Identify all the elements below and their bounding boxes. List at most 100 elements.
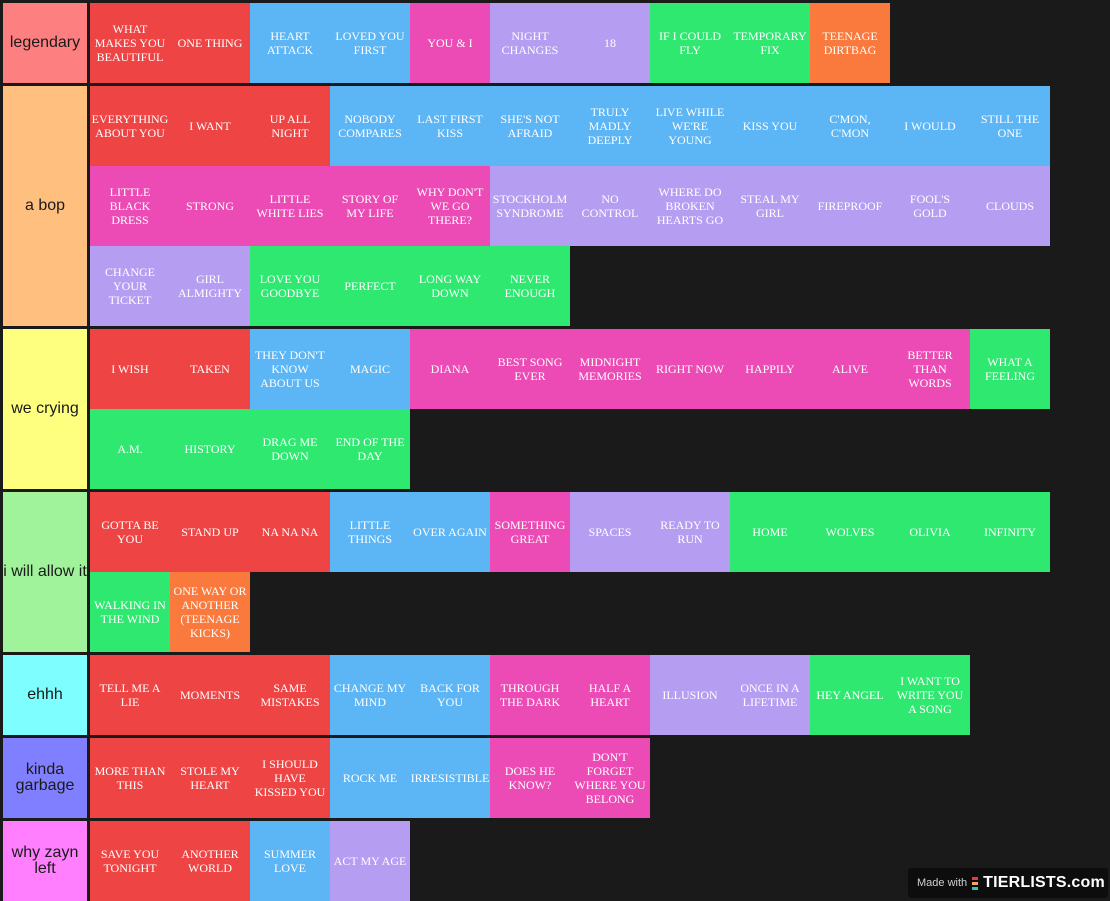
tier-items[interactable]: What Makes You Beautiful One Thing Heart A… xyxy=(90,3,1050,83)
song-tile[interactable]: Teenage Dirtbag xyxy=(810,3,890,83)
song-tile[interactable]: A.M. xyxy=(90,409,170,489)
song-tile[interactable]: No Control xyxy=(570,166,650,246)
song-tile[interactable]: End Of The Day xyxy=(330,409,410,489)
song-tile[interactable]: Tell Me A Lie xyxy=(90,655,170,735)
song-tile[interactable]: You & I xyxy=(410,3,490,83)
song-tile[interactable]: Change Your Ticket xyxy=(90,246,170,326)
song-tile[interactable]: Steal My Girl xyxy=(730,166,810,246)
song-tile[interactable]: Spaces xyxy=(570,492,650,572)
song-tile[interactable]: Up All Night xyxy=(250,86,330,166)
tier-label[interactable]: i will allow it xyxy=(3,492,87,652)
song-tile[interactable]: Heart Attack xyxy=(250,3,330,83)
song-tile[interactable]: Does He Know? xyxy=(490,738,570,818)
song-tile[interactable]: Infinity xyxy=(970,492,1050,572)
song-tile[interactable]: What Makes You Beautiful xyxy=(90,3,170,83)
song-tile[interactable]: Little White Lies xyxy=(250,166,330,246)
song-tile[interactable]: C'mon, C'mon xyxy=(810,86,890,166)
song-tile[interactable]: One Thing xyxy=(170,3,250,83)
song-tile[interactable]: More Than This xyxy=(90,738,170,818)
song-tile[interactable]: Irresistible xyxy=(410,738,490,818)
song-tile[interactable]: Strong xyxy=(170,166,250,246)
tier-items[interactable]: Everything About You I Want Up All Night No… xyxy=(90,86,1050,326)
song-tile[interactable]: Fireproof xyxy=(810,166,890,246)
song-tile[interactable]: Midnight Memories xyxy=(570,329,650,409)
song-tile[interactable]: Perfect xyxy=(330,246,410,326)
song-tile[interactable]: Illusion xyxy=(650,655,730,735)
song-tile[interactable]: She's Not Afraid xyxy=(490,86,570,166)
song-tile[interactable]: What A Feeling xyxy=(970,329,1050,409)
song-tile[interactable]: Moments xyxy=(170,655,250,735)
song-tile[interactable]: I Should Have Kissed You xyxy=(250,738,330,818)
song-tile[interactable]: I Wish xyxy=(90,329,170,409)
song-tile[interactable]: Home xyxy=(730,492,810,572)
tier-items[interactable]: Save You Tonight Another World Summer Love… xyxy=(90,821,1050,901)
tier-items[interactable]: Tell Me A Lie Moments Same Mistakes Change … xyxy=(90,655,1050,735)
song-tile[interactable]: Half A Heart xyxy=(570,655,650,735)
song-tile[interactable]: Clouds xyxy=(970,166,1050,246)
song-tile[interactable]: Kiss You xyxy=(730,86,810,166)
song-tile[interactable]: Where Do Broken Hearts Go xyxy=(650,166,730,246)
song-tile[interactable]: If I Could Fly xyxy=(650,3,730,83)
song-tile[interactable]: Never Enough xyxy=(490,246,570,326)
tier-label[interactable]: legendary xyxy=(3,3,87,83)
song-tile[interactable]: They Don't Know About Us xyxy=(250,329,330,409)
song-tile[interactable]: Temporary Fix xyxy=(730,3,810,83)
song-tile[interactable]: History xyxy=(170,409,250,489)
song-tile[interactable]: Na Na Na xyxy=(250,492,330,572)
song-tile[interactable]: Alive xyxy=(810,329,890,409)
song-tile[interactable]: Act My Age xyxy=(330,821,410,901)
tier-label[interactable]: a bop xyxy=(3,86,87,326)
song-tile[interactable]: Still The One xyxy=(970,86,1050,166)
song-tile[interactable]: Fool's Gold xyxy=(890,166,970,246)
song-tile[interactable]: Right Now xyxy=(650,329,730,409)
song-tile[interactable]: Another World xyxy=(170,821,250,901)
song-tile[interactable]: Nobody Compares xyxy=(330,86,410,166)
song-tile[interactable]: Truly Madly Deeply xyxy=(570,86,650,166)
song-tile[interactable]: Little Black Dress xyxy=(90,166,170,246)
song-tile[interactable]: Drag Me Down xyxy=(250,409,330,489)
song-tile[interactable]: Rock Me xyxy=(330,738,410,818)
song-tile[interactable]: Story Of My Life xyxy=(330,166,410,246)
song-tile[interactable]: One Way Or Another (Teenage Kicks) xyxy=(170,572,250,652)
tier-label[interactable]: why zayn left xyxy=(3,821,87,901)
song-tile[interactable]: Little Things xyxy=(330,492,410,572)
song-tile[interactable]: Long Way Down xyxy=(410,246,490,326)
song-tile[interactable]: Walking In The Wind xyxy=(90,572,170,652)
song-tile[interactable]: Hey Angel xyxy=(810,655,890,735)
song-tile[interactable]: Stand Up xyxy=(170,492,250,572)
song-tile[interactable]: Gotta Be You xyxy=(90,492,170,572)
tier-items[interactable]: I Wish Taken They Don't Know About Us Magic… xyxy=(90,329,1050,489)
made-with-tierlists-badge[interactable]: Made with TIERLISTS.com xyxy=(908,868,1108,898)
song-tile[interactable]: Last First Kiss xyxy=(410,86,490,166)
song-tile[interactable]: Girl Almighty xyxy=(170,246,250,326)
song-tile[interactable]: Loved You First xyxy=(330,3,410,83)
tier-label[interactable]: kinda garbage xyxy=(3,738,87,818)
song-tile[interactable]: Everything About You xyxy=(90,86,170,166)
song-tile[interactable]: Something Great xyxy=(490,492,570,572)
song-tile[interactable]: Better Than Words xyxy=(890,329,970,409)
tier-label[interactable]: we crying xyxy=(3,329,87,489)
song-tile[interactable]: Same Mistakes xyxy=(250,655,330,735)
song-tile[interactable]: Happily xyxy=(730,329,810,409)
song-tile[interactable]: I Want To Write You A Song xyxy=(890,655,970,735)
song-tile[interactable]: Don't Forget Where You Belong xyxy=(570,738,650,818)
song-tile[interactable]: Love You Goodbye xyxy=(250,246,330,326)
song-tile[interactable]: I Want xyxy=(170,86,250,166)
song-tile[interactable]: 18 xyxy=(570,3,650,83)
song-tile[interactable]: Why Don't We Go There? xyxy=(410,166,490,246)
song-tile[interactable]: Taken xyxy=(170,329,250,409)
song-tile[interactable]: Best Song Ever xyxy=(490,329,570,409)
song-tile[interactable]: Over Again xyxy=(410,492,490,572)
song-tile[interactable]: Diana xyxy=(410,329,490,409)
song-tile[interactable]: I Would xyxy=(890,86,970,166)
tier-items[interactable]: Gotta Be You Stand Up Na Na Na Little Thing… xyxy=(90,492,1050,652)
song-tile[interactable]: Through The Dark xyxy=(490,655,570,735)
song-tile[interactable]: Wolves xyxy=(810,492,890,572)
song-tile[interactable]: Live While We're Young xyxy=(650,86,730,166)
song-tile[interactable]: Back For You xyxy=(410,655,490,735)
song-tile[interactable]: Olivia xyxy=(890,492,970,572)
tier-label[interactable]: ehhh xyxy=(3,655,87,735)
song-tile[interactable]: Stole My Heart xyxy=(170,738,250,818)
song-tile[interactable]: Once In A Lifetime xyxy=(730,655,810,735)
song-tile[interactable]: Ready To Run xyxy=(650,492,730,572)
